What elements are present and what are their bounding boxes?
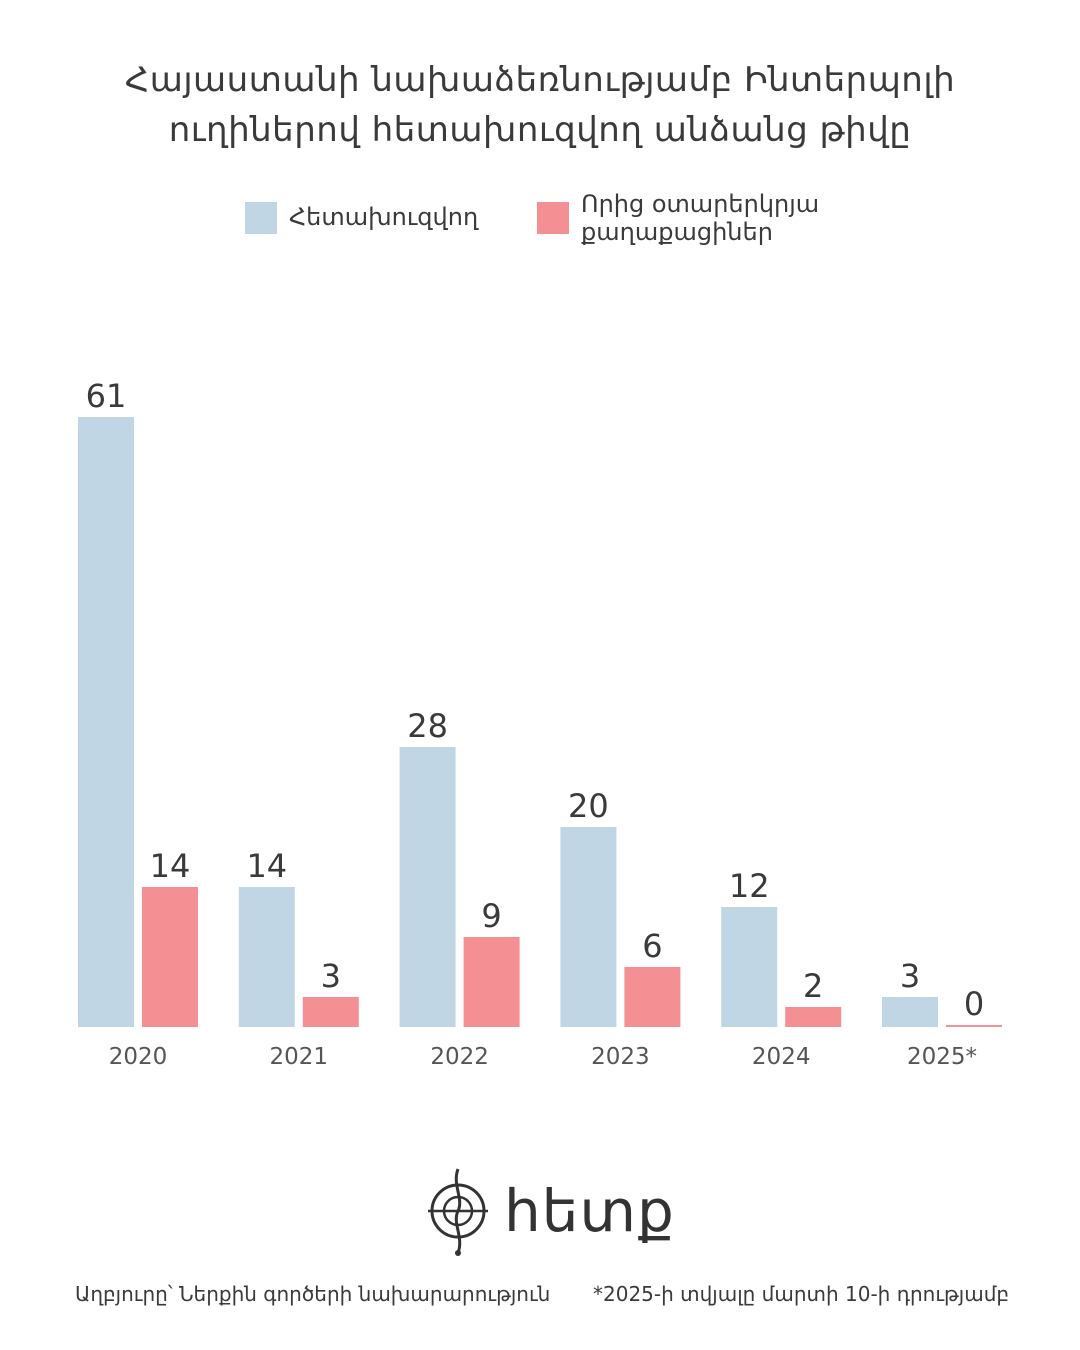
legend-swatch-foreigners	[537, 202, 569, 234]
legend-item-wanted: Հետախուզվող	[245, 202, 478, 234]
x-tick-label-2020: 2020	[109, 1044, 168, 1070]
x-tick-label-2022: 2022	[430, 1044, 489, 1070]
bar-wanted-2021	[238, 887, 295, 1027]
footer-source: Աղբյուրը՝ Ներքին գործերի նախարարություն	[75, 1282, 551, 1306]
x-tick-label-2023: 2023	[591, 1044, 650, 1070]
bar-chart: 61 14 2020 14 3 2021 28 9 2022 20 6 2023 12 2 2024 3 0 20…	[78, 377, 1002, 1070]
legend-item-foreigners: Որից օտարերկրյա քաղաքացիներ	[537, 190, 819, 246]
data-label-wanted-2022: 28	[407, 707, 448, 745]
data-label-foreigners-2023: 6	[642, 927, 662, 965]
logo-target-icon	[428, 1168, 488, 1256]
x-tick-label-2021: 2021	[270, 1044, 329, 1070]
data-label-foreigners-2020: 14	[150, 847, 191, 885]
data-label-foreigners-2024: 2	[803, 967, 823, 1005]
chart-title-line-1: Հայաստանի նախաձեռնությամբ Ինտերպոլի	[124, 60, 956, 100]
data-label-wanted-2025*: 3	[900, 957, 920, 995]
bar-foreigners-2022	[463, 937, 520, 1027]
bar-wanted-2024	[721, 907, 778, 1027]
logo-wordmark: հետք	[504, 1177, 675, 1245]
bar-wanted-2025*	[882, 997, 938, 1027]
bar-foreigners-2021	[302, 997, 359, 1027]
x-tick-label-2025*: 2025*	[907, 1044, 977, 1070]
bar-foreigners-2023	[624, 967, 681, 1027]
x-tick-label-2024: 2024	[752, 1044, 811, 1070]
data-label-wanted-2024: 12	[729, 867, 770, 905]
data-label-foreigners-2021: 3	[321, 957, 341, 995]
bar-wanted-2020	[78, 417, 134, 1027]
legend-label-foreigners-line-1: Որից օտարերկրյա	[581, 190, 820, 218]
bar-foreigners-2025*	[946, 1025, 1002, 1027]
bar-foreigners-2024	[785, 1007, 842, 1027]
data-label-wanted-2021: 14	[246, 847, 287, 885]
bar-wanted-2022	[399, 747, 456, 1027]
chart-title: Հայաստանի նախաձեռնությամբ Ինտերպոլի ուղի…	[40, 55, 1040, 155]
data-label-foreigners-2022: 9	[481, 897, 501, 935]
chart-title-line-2: ուղիներով հետախուզվող անձանց թիվը	[168, 110, 912, 150]
footer-note: *2025-ի տվյալը մարտի 10-ի դրությամբ	[593, 1282, 1010, 1306]
logo: հետք	[428, 1165, 675, 1257]
legend-swatch-wanted	[245, 202, 277, 234]
data-label-wanted-2023: 20	[568, 787, 609, 825]
data-label-foreigners-2025*: 0	[964, 985, 984, 1023]
legend-label-foreigners-line-2: քաղաքացիներ	[581, 218, 773, 246]
data-label-wanted-2020: 61	[86, 377, 127, 415]
legend-label-wanted: Հետախուզվող	[289, 203, 479, 231]
bar-wanted-2023	[560, 827, 617, 1027]
bar-foreigners-2020	[142, 887, 198, 1027]
